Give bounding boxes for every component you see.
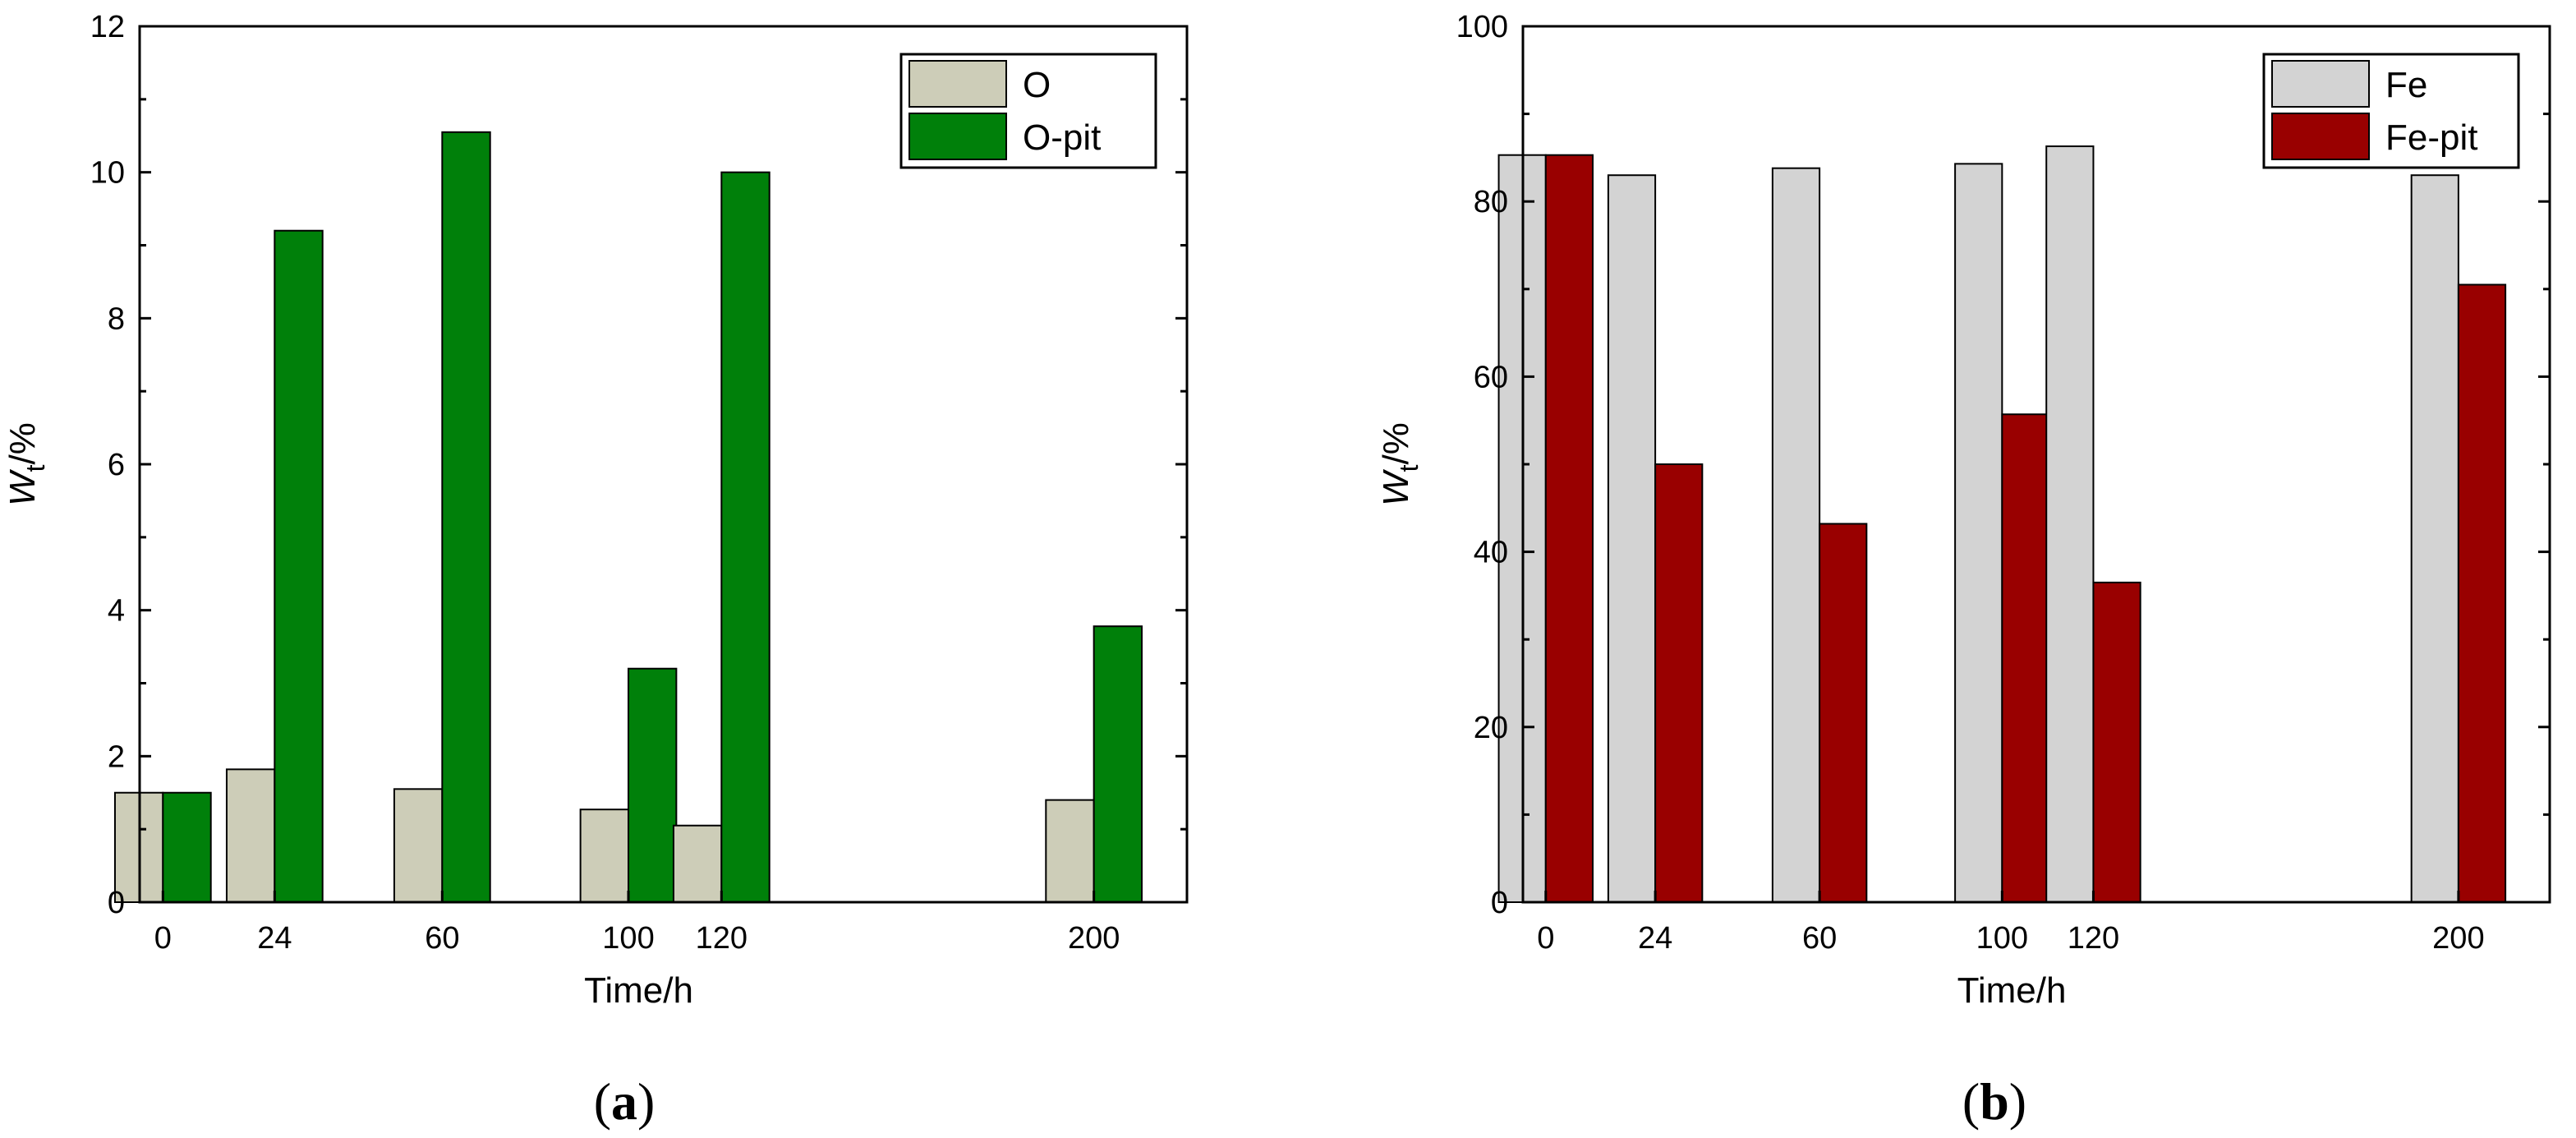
x-axis-title: Time/h [1957,970,2067,1011]
bar-o-pit-100 [628,667,678,903]
bar-fe-60 [1771,167,1821,903]
legend: Fe Fe-pit [2262,53,2520,169]
bar-fe-pit-24 [1654,463,1704,903]
y-axis-title-base: W [1376,469,1416,506]
bar-o-24 [225,768,276,903]
x-tick-label: 100 [602,921,654,956]
panel-label-letter: b [1980,1072,2009,1131]
bar-o-pit-200 [1092,625,1143,904]
legend: O O-pit [899,53,1157,169]
legend-label-o-pit: O-pit [1023,117,1101,158]
legend-swatch-fe [2271,60,2370,108]
y-axis-title-sub: t [21,464,50,472]
x-tick-label: 200 [1068,921,1120,956]
panel-label-letter: a [611,1072,637,1131]
y-tick-label: 40 [1474,536,1508,570]
x-tick-label: 0 [1537,921,1554,956]
legend-swatch-o-pit [908,113,1007,160]
bar-fe-200 [2410,174,2459,904]
x-axis-title: Time/h [584,970,693,1011]
panel-label-open-paren: ( [594,1072,611,1131]
legend-swatch-o [908,60,1007,108]
bar-fe-pit-120 [2092,581,2141,903]
y-axis-title: Wt/% [1376,422,1424,506]
bar-o-pit-120 [720,171,770,903]
legend-swatch-fe-pit [2271,113,2370,160]
y-tick-label: 6 [108,448,125,482]
panel-label: (b) [1962,1072,2026,1131]
bar-o-100 [579,809,630,903]
bar-o-200 [1045,799,1095,904]
legend-label-o: O [1023,65,1051,105]
y-axis-title-sub: t [1394,464,1424,472]
bar-fe-pit-0 [1544,154,1594,903]
panel-label: (a) [594,1072,656,1131]
bar-o-pit-24 [274,229,324,903]
bar-o-pit-60 [441,131,491,903]
bar-fe-100 [1954,163,2003,903]
panel-label-close-paren: ) [2009,1072,2026,1131]
y-tick-label: 60 [1474,360,1508,394]
bar-fe-pit-100 [2001,413,2050,904]
y-tick-label: 80 [1474,185,1508,219]
bar-fe-120 [2045,145,2095,904]
y-axis-title-suffix: /% [2,422,43,464]
x-tick-label: 24 [1638,921,1672,956]
x-tick-label: 100 [1976,921,2028,956]
x-tick-label: 120 [2068,921,2119,956]
y-tick-label: 0 [108,886,125,920]
bar-o-120 [672,824,723,903]
x-tick-label: 0 [154,921,172,956]
y-axis-title: Wt/% [2,422,50,506]
bar-fe-pit-200 [2457,283,2507,904]
x-tick-label: 60 [425,921,459,956]
y-tick-label: 0 [1491,886,1508,920]
y-tick-label: 12 [90,10,125,44]
y-axis-title-suffix: /% [1376,422,1416,464]
y-tick-label: 10 [90,156,125,191]
y-tick-label: 2 [108,739,125,774]
legend-label-fe: Fe [2385,65,2427,105]
x-tick-label: 200 [2432,921,2484,956]
y-tick-label: 4 [108,594,125,629]
panel-label-close-paren: ) [637,1072,655,1131]
x-tick-label: 120 [696,921,748,956]
bar-o-pit-0 [162,791,212,903]
y-axis-title-base: W [2,469,43,506]
bar-fe-pit-60 [1819,523,1868,903]
y-tick-label: 100 [1456,10,1508,44]
y-tick-label: 20 [1474,711,1508,745]
bar-fe-24 [1607,174,1657,904]
panel-label-open-paren: ( [1962,1072,1980,1131]
y-tick-label: 8 [108,302,125,336]
legend-label-fe-pit: Fe-pit [2385,117,2477,158]
x-tick-label: 60 [1802,921,1837,956]
bar-o-60 [393,788,444,904]
x-tick-label: 24 [257,921,292,956]
